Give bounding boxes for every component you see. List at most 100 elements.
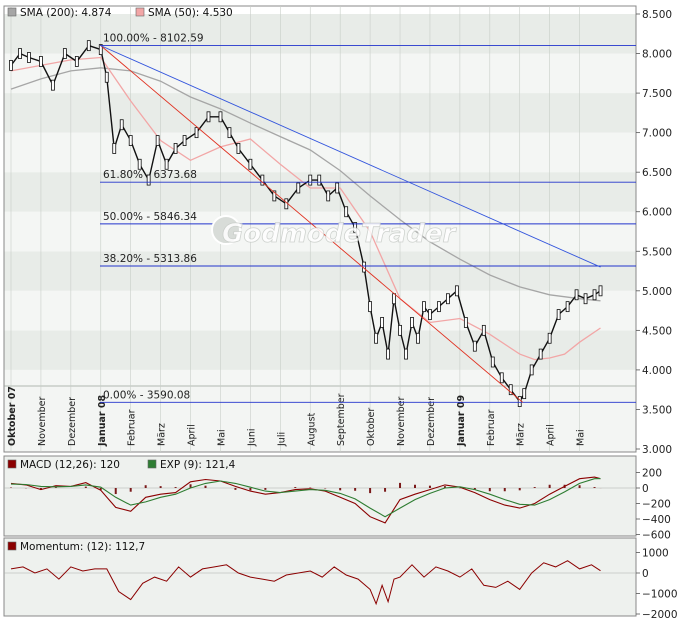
price-candle (574, 289, 579, 301)
price-candle (206, 111, 211, 123)
price-candle (39, 56, 43, 67)
month-label: Mai (216, 429, 227, 446)
price-band (4, 290, 636, 331)
price-panel: 3.000 3.500 4.000 4.500 5.000 5.500 6.000 6.500… (3, 5, 672, 456)
month-label: Mai (576, 429, 587, 446)
price-candle (146, 174, 151, 186)
price-candle (248, 158, 253, 170)
month-label: Juli (276, 432, 287, 447)
month-label: Dezember (67, 397, 78, 446)
month-label: Oktober 07 (7, 386, 18, 446)
price-candle (50, 79, 55, 91)
price-ytick-label: 5.000 (642, 286, 672, 298)
price-band (4, 93, 636, 133)
exp-line (10, 478, 601, 518)
price-candle (86, 40, 91, 52)
price-candle (374, 332, 378, 344)
macd-ytick-label: −600 (642, 530, 671, 542)
price-candle (446, 293, 450, 305)
momentum-ytick-label: 1000 (642, 548, 669, 560)
price-candle (437, 301, 441, 313)
legend-label: EXP (9): 121,4 (160, 459, 236, 471)
month-label: Juni (246, 429, 257, 447)
price-candle (529, 364, 534, 376)
price-ytick-label: 6.000 (642, 207, 672, 219)
trendline-red (100, 45, 524, 403)
fib-label: 50.00% - 5846.34 (103, 211, 197, 223)
macd-line (10, 476, 601, 524)
price-candle (18, 48, 22, 59)
price-ytick-label: 8.500 (642, 9, 672, 21)
price-candle (173, 143, 178, 154)
month-label: April (187, 424, 198, 446)
price-candle (296, 182, 301, 194)
watermark-text: GodmodeTrader (222, 219, 458, 249)
price-candle (422, 301, 426, 313)
legend-label: MACD (12,26): 120 (20, 459, 120, 471)
price-candle (547, 332, 552, 344)
price-candle (128, 135, 133, 146)
momentum-ytick-label: 0 (642, 568, 649, 580)
price-candle (335, 182, 340, 194)
price-ytick-label: 6.500 (642, 167, 672, 179)
price-candle (517, 396, 522, 407)
price-ytick-label: 5.500 (642, 246, 672, 258)
price-candle (353, 222, 358, 233)
price-candle (598, 285, 603, 297)
month-label: März (157, 423, 168, 446)
price-candle (344, 206, 349, 218)
month-label: November (37, 396, 48, 446)
month-label: April (546, 424, 557, 446)
month-label: Oktober (366, 408, 377, 446)
legend-label: Momentum: (12): 112,7 (20, 541, 145, 553)
price-ytick-label: 7.000 (642, 128, 672, 140)
price-candle (592, 289, 597, 301)
trendline-blue (100, 45, 601, 268)
fib-label: 0.00% - 3590.08 (103, 389, 190, 401)
macd-panel-frame (3, 455, 637, 537)
momentum-ytick-label: −1000 (642, 589, 678, 601)
price-candle (9, 60, 13, 71)
price-band (4, 330, 636, 370)
legend-label: SMA (50): 4.530 (148, 7, 233, 19)
legend-swatch (135, 7, 145, 17)
momentum-legend: Momentum: (12): 112,7 (7, 541, 145, 553)
sma200-line (10, 67, 601, 302)
price-candle (155, 135, 160, 146)
macd-ytick-label: −200 (642, 499, 671, 511)
price-candle (182, 135, 187, 146)
macd-ytick-label: 200 (642, 468, 662, 480)
price-candle (368, 301, 373, 313)
price-legend: SMA (200): 4.874 SMA (50): 4.530 (7, 7, 233, 19)
price-candle (428, 309, 432, 320)
price-ytick-label: 4.500 (642, 325, 672, 337)
price-candle (380, 317, 384, 328)
price-candle (112, 143, 117, 154)
price-band (4, 53, 636, 94)
momentum-panel-frame (3, 537, 637, 617)
macd-ytick-label: −400 (642, 514, 671, 526)
price-candle (227, 127, 232, 139)
month-label-area (4, 386, 636, 452)
price-candle (104, 71, 109, 83)
price-candle (317, 174, 322, 186)
price-candle (463, 317, 468, 328)
price-ytick-label: 4.000 (642, 365, 672, 377)
price-panel-frame (3, 5, 637, 453)
price-candle (392, 293, 396, 305)
price-candle (522, 388, 527, 400)
price-candle (454, 285, 459, 297)
price-candle (272, 190, 277, 202)
legend-swatch (7, 7, 17, 17)
month-label: Dezember (426, 397, 437, 446)
price-ytick-label: 8.000 (642, 49, 672, 61)
price-candle (556, 309, 561, 320)
month-label: Februar (486, 409, 497, 446)
price-ytick-label: 7.500 (642, 88, 672, 100)
price-candle (490, 356, 495, 368)
price-band (4, 369, 636, 386)
watermark-logo (211, 215, 241, 245)
month-label: Januar 08 (97, 395, 108, 447)
price-candle (410, 317, 414, 328)
price-candle (218, 111, 223, 123)
